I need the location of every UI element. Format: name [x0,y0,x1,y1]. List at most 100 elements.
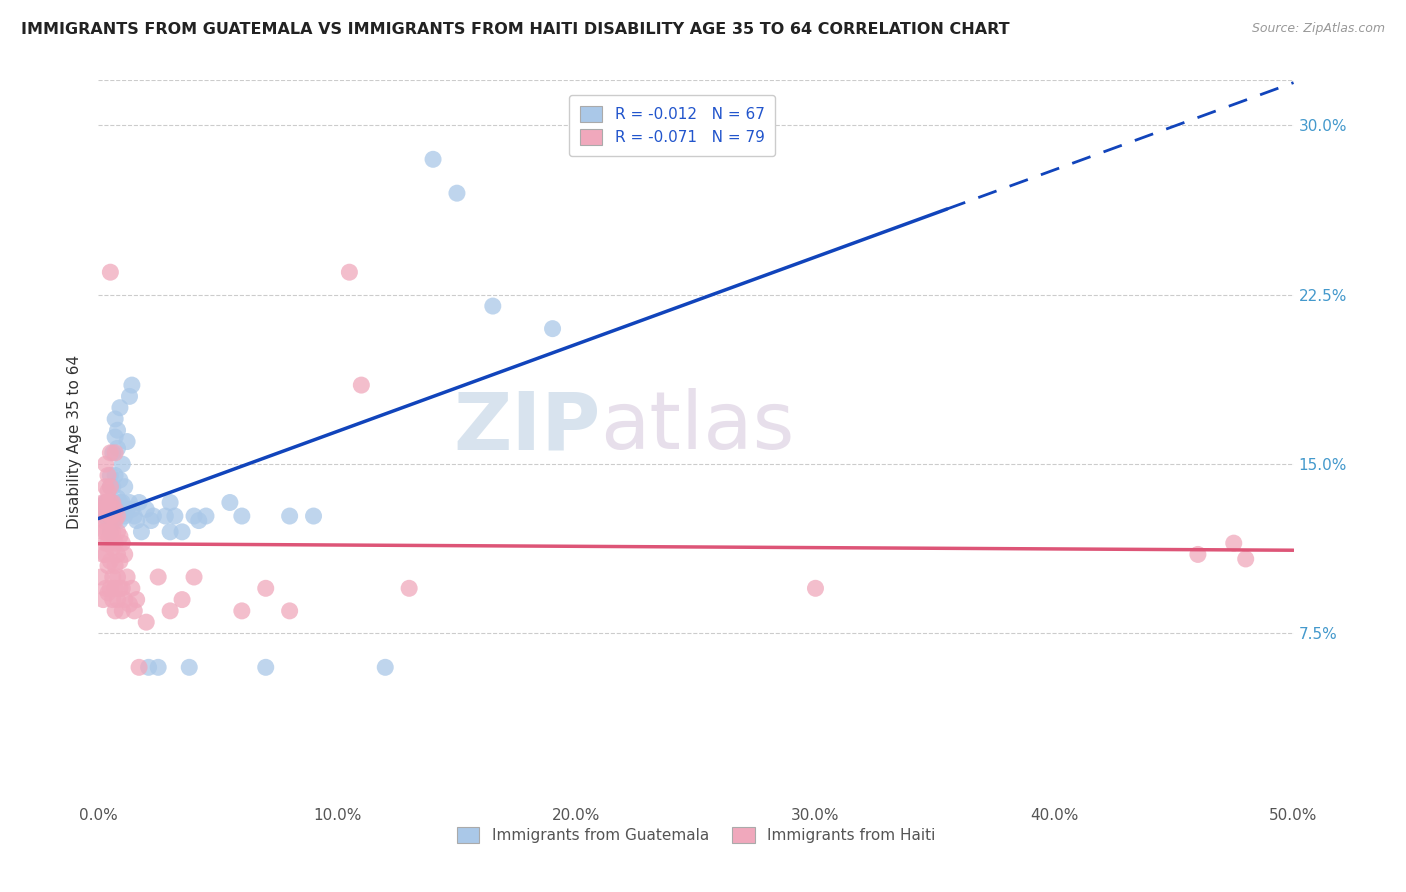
Point [446,186,468,201]
Point [104,509,127,524]
Point [101,480,124,494]
Point [128,495,150,509]
Text: ZIP: ZIP [453,388,600,467]
Point [124,604,146,618]
Text: atlas: atlas [600,388,794,467]
Point [91,495,114,509]
Point [254,582,277,596]
Point [155,509,177,524]
Point [1223,536,1246,550]
Point [163,509,186,524]
Point [118,389,141,403]
Point [97,514,120,528]
Point [183,570,205,584]
Point [541,321,564,335]
Point [107,442,129,456]
Point [98,582,122,596]
Point [101,592,124,607]
Point [111,604,134,618]
Point [135,615,157,630]
Point [104,514,127,528]
Point [98,509,122,524]
Point [187,514,209,528]
Point [115,434,138,449]
Point [138,660,160,674]
Point [107,509,129,524]
Point [108,582,131,596]
Point [104,604,127,618]
Point [108,401,131,415]
Point [104,502,127,516]
Point [104,582,127,596]
Point [97,468,120,483]
Point [114,592,136,607]
Point [101,495,124,509]
Point [111,495,134,509]
Point [350,378,373,392]
Point [115,570,138,584]
Point [231,509,253,524]
Point [94,524,117,539]
Point [131,524,153,539]
Point [97,524,120,539]
Point [159,495,181,509]
Point [111,457,134,471]
Point [97,507,120,521]
Point [124,509,146,524]
Point [98,495,122,509]
Point [101,524,124,539]
Point [231,604,253,618]
Point [97,536,120,550]
Point [172,524,194,539]
Point [1187,548,1209,562]
Point [104,446,127,460]
Point [94,495,117,509]
Point [98,480,122,494]
Point [107,524,129,539]
Point [179,660,201,674]
Point [159,524,181,539]
Point [278,509,301,524]
Point [91,592,114,607]
Point [108,529,131,543]
Point [97,502,120,516]
Point [94,548,117,562]
Point [111,507,134,521]
Point [104,430,127,444]
Point [94,514,117,528]
Point [101,541,124,555]
Point [128,660,150,674]
Point [107,502,129,516]
Point [398,582,420,596]
Point [118,495,141,509]
Point [98,529,122,543]
Point [107,491,129,505]
Point [101,570,124,584]
Point [172,592,194,607]
Point [91,524,114,539]
Point [159,604,181,618]
Point [104,558,127,573]
Point [91,502,114,516]
Point [91,548,114,562]
Point [94,480,117,494]
Point [278,604,301,618]
Point [107,570,129,584]
Point [94,536,117,550]
Point [219,495,242,509]
Point [94,502,117,516]
Legend: Immigrants from Guatemala, Immigrants from Haiti: Immigrants from Guatemala, Immigrants fr… [450,821,942,849]
Point [804,582,827,596]
Point [339,265,361,279]
Point [98,524,122,539]
Point [101,502,124,516]
Point [195,509,218,524]
Text: IMMIGRANTS FROM GUATEMALA VS IMMIGRANTS FROM HAITI DISABILITY AGE 35 TO 64 CORRE: IMMIGRANTS FROM GUATEMALA VS IMMIGRANTS … [21,22,1010,37]
Point [101,509,124,524]
Point [98,480,122,494]
Point [94,582,117,596]
Point [98,554,122,568]
Point [111,536,134,550]
Point [98,495,122,509]
Point [104,412,127,426]
